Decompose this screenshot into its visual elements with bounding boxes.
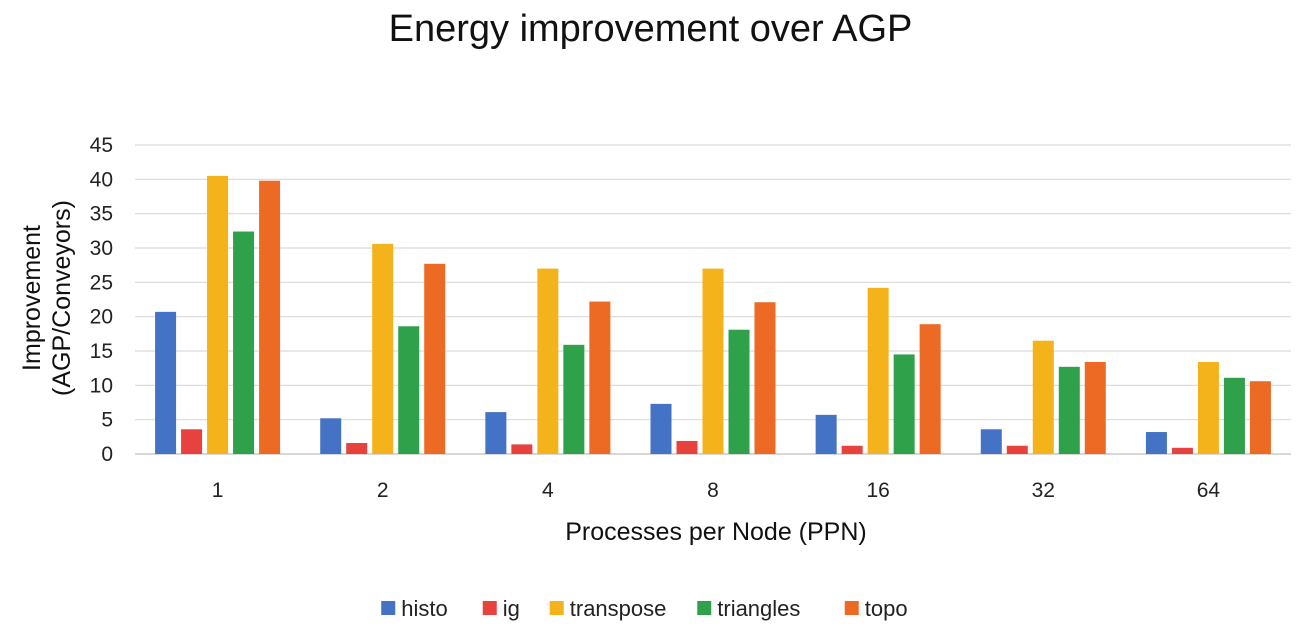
y-tick-label: 15 [90,340,113,363]
legend-label-triangles: triangles [717,596,800,621]
bar-topo [1084,361,1106,454]
bar-topo [919,324,941,454]
bar-transpose [1197,361,1219,454]
x-tick-label: 16 [866,479,889,502]
y-tick-label: 30 [90,237,113,260]
bar-transpose [867,287,889,454]
bar-histo [485,412,507,454]
bar-histo [155,311,177,454]
x-tick-label: 64 [1197,479,1221,502]
bar-topo [424,263,446,454]
bar-histo [980,429,1002,454]
y-tick-label: 45 [90,134,113,157]
bar-topo [259,180,281,454]
bar-triangles [563,344,585,454]
y-tick-label: 40 [90,168,113,191]
x-tick-label: 1 [212,479,224,502]
legend-swatch-triangles [697,601,712,615]
y-tick-label: 20 [90,306,113,329]
legend: histo ig transpose triangles topo [381,596,908,621]
y-axis-label-line-2: (AGP/Conveyors) [48,200,76,396]
chart-title: Energy improvement over AGP [388,8,913,50]
y-tick-label: 10 [90,374,113,397]
legend-label-histo: histo [401,596,447,621]
bar-topo [1249,381,1271,454]
bar-ig [511,444,533,454]
bar-triangles [728,329,750,454]
y-tick-label: 0 [101,443,113,466]
legend-label-topo: topo [865,596,908,621]
bar-histo [815,414,837,454]
bars [155,175,1271,454]
x-tick-label: 2 [377,479,389,502]
bar-topo [754,302,776,454]
y-tick-label: 25 [90,271,113,294]
bar-histo [320,418,342,454]
bar-ig [841,445,863,454]
y-axis-label-line-1: Improvement [18,225,46,371]
bar-transpose [372,243,394,454]
x-tick-label: 4 [542,479,554,502]
bar-ig [181,429,203,454]
bar-ig [1006,445,1028,454]
bar-triangles [1058,366,1080,454]
legend-swatch-ig [482,601,497,615]
bar-histo [650,403,672,454]
x-tick-label: 32 [1032,479,1055,502]
bar-triangles [893,354,915,454]
x-tick-label: 8 [707,479,719,502]
y-tick-label: 5 [101,409,113,432]
bar-triangles [233,231,255,454]
bar-transpose [207,175,229,454]
bar-transpose [537,268,559,454]
bar-triangles [398,326,420,454]
bar-topo [589,301,611,454]
bar-transpose [702,268,724,454]
bar-transpose [1032,340,1054,454]
y-tick-label: 35 [90,203,113,226]
legend-swatch-topo [844,601,859,615]
bar-triangles [1223,377,1245,454]
legend-label-transpose: transpose [570,596,667,621]
legend-swatch-transpose [549,601,564,615]
x-axis-label: Processes per Node (PPN) [565,518,867,546]
bar-ig [676,440,698,454]
bar-histo [1145,432,1167,454]
bar-ig [346,443,368,454]
tick-labels: 0 5 10 15 20 25 30 35 40 45 1 2 4 8 16 32 64 [90,134,1221,502]
legend-label-ig: ig [503,596,520,621]
bar-ig [1171,447,1193,454]
legend-swatch-histo [381,601,396,615]
